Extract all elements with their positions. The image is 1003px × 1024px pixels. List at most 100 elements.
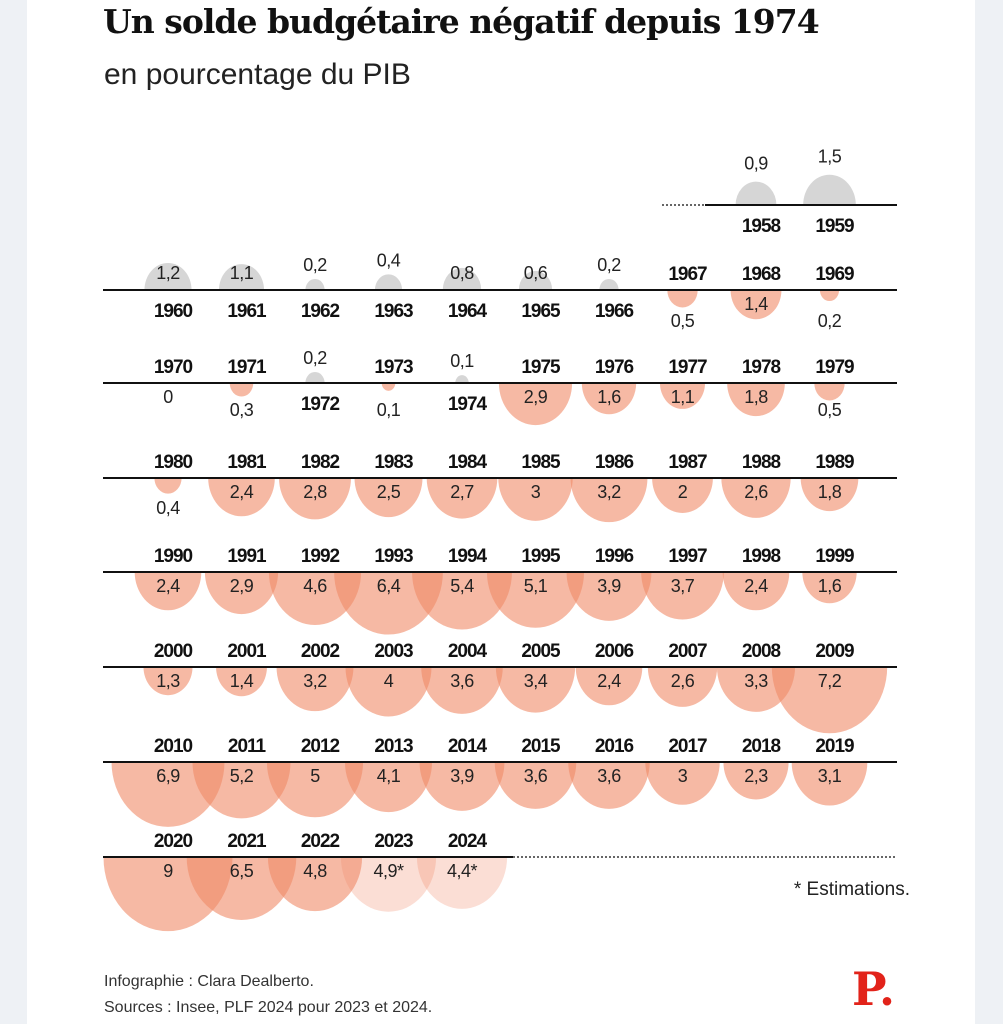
year-label: 2021 bbox=[227, 831, 267, 852]
deficit-bubble bbox=[791, 762, 868, 806]
value-label: 0,2 bbox=[303, 348, 327, 368]
value-label: 5 bbox=[310, 766, 320, 786]
value-label: 5,1 bbox=[524, 576, 548, 596]
value-label: 1,8 bbox=[744, 387, 768, 407]
deficit-bubble bbox=[667, 290, 698, 308]
year-label: 1997 bbox=[668, 546, 707, 567]
labels: 1958 0,9 1959 1,5 1960 1,2 1961 1,1 1962 0,2 1963 0… bbox=[154, 147, 910, 900]
year-label: 2005 bbox=[521, 641, 561, 662]
chart-subtitle: en pourcentage du PIB bbox=[104, 58, 411, 91]
value-label: 0,4 bbox=[156, 498, 180, 518]
value-label: 3,1 bbox=[818, 766, 842, 786]
surplus-bubble bbox=[305, 371, 325, 383]
surplus-bubble bbox=[442, 267, 482, 290]
value-label: 2,9 bbox=[230, 576, 254, 596]
year-label: 1986 bbox=[595, 452, 634, 473]
year-label: 1977 bbox=[668, 357, 707, 378]
deficit-bubble bbox=[486, 572, 585, 628]
deficit-bubble bbox=[154, 478, 182, 494]
year-label: 1985 bbox=[521, 452, 561, 473]
deficit-bubble bbox=[344, 762, 433, 813]
year-label: 1994 bbox=[448, 546, 488, 567]
deficit-bubble bbox=[722, 572, 790, 611]
surplus-bubble bbox=[374, 274, 403, 290]
year-label: 1983 bbox=[374, 452, 413, 473]
year-label: 1970 bbox=[154, 357, 193, 378]
year-label: 2007 bbox=[668, 641, 707, 662]
deficit-bubble bbox=[216, 667, 267, 697]
year-label: 2013 bbox=[374, 736, 413, 757]
value-label: 3,4 bbox=[524, 671, 548, 691]
credit-text: Infographie : Clara Dealberto. bbox=[104, 973, 314, 990]
value-label: 0,9 bbox=[744, 154, 768, 174]
deficit-bubble bbox=[143, 667, 193, 696]
year-label: 1963 bbox=[374, 301, 413, 322]
year-label: 2010 bbox=[154, 736, 193, 757]
bubbles bbox=[103, 174, 888, 932]
value-label: 2,8 bbox=[303, 482, 327, 502]
deficit-bubble bbox=[645, 762, 720, 805]
value-label: 0,2 bbox=[303, 255, 327, 275]
year-label: 1967 bbox=[668, 264, 707, 285]
year-label: 1999 bbox=[815, 546, 854, 567]
sources-text: Sources : Insee, PLF 2024 pour 2023 et 2… bbox=[104, 999, 433, 1016]
value-label: 2,6 bbox=[671, 671, 695, 691]
year-label: 2014 bbox=[448, 736, 488, 757]
deficit-bubble bbox=[730, 290, 782, 320]
year-label: 1966 bbox=[595, 301, 634, 322]
value-label: 2,4 bbox=[230, 482, 254, 502]
value-label: 0,5 bbox=[818, 400, 842, 420]
deficit-bubble bbox=[412, 572, 512, 630]
year-label: 2023 bbox=[374, 831, 413, 852]
year-label: 1962 bbox=[301, 301, 340, 322]
value-label: 4,4* bbox=[447, 861, 478, 881]
deficit-bubble bbox=[426, 478, 498, 519]
deficit-bubble bbox=[419, 762, 505, 811]
year-label: 2015 bbox=[521, 736, 561, 757]
year-label: 1991 bbox=[227, 546, 267, 567]
deficit-bubble bbox=[192, 762, 291, 819]
year-label: 1978 bbox=[742, 357, 781, 378]
year-label: 2019 bbox=[815, 736, 854, 757]
deficit-bubble bbox=[581, 383, 637, 415]
year-label: 1976 bbox=[595, 357, 634, 378]
value-label: 1,4 bbox=[744, 294, 768, 314]
value-label: 1,3 bbox=[156, 671, 180, 691]
year-label: 1960 bbox=[154, 301, 193, 322]
surplus-bubble bbox=[735, 181, 777, 205]
year-label: 1995 bbox=[521, 546, 561, 567]
deficit-bubble bbox=[266, 762, 364, 818]
estimate-deficit-bubble bbox=[416, 857, 508, 909]
value-label: 1,4 bbox=[230, 671, 254, 691]
value-label: 3 bbox=[531, 482, 541, 502]
estimate-deficit-bubble bbox=[340, 857, 437, 912]
surplus-bubble bbox=[518, 270, 553, 290]
value-label: 0,1 bbox=[450, 351, 474, 371]
year-label: 1965 bbox=[521, 301, 561, 322]
value-label: 1,6 bbox=[597, 387, 621, 407]
value-label: 7,2 bbox=[818, 671, 842, 691]
deficit-bubble bbox=[495, 667, 576, 713]
value-label: 3,6 bbox=[450, 671, 474, 691]
value-label: 4,8 bbox=[303, 861, 327, 881]
year-label: 2022 bbox=[301, 831, 340, 852]
year-label: 2006 bbox=[595, 641, 634, 662]
value-label: 0,6 bbox=[524, 263, 548, 283]
value-label: 3,9 bbox=[450, 766, 474, 786]
deficit-bubble bbox=[229, 383, 254, 397]
value-label: 3,6 bbox=[597, 766, 621, 786]
year-label: 1974 bbox=[448, 394, 488, 415]
year-label: 1990 bbox=[154, 546, 193, 567]
deficit-bubble bbox=[568, 762, 650, 809]
deficit-bubble bbox=[498, 383, 573, 426]
value-label: 5,2 bbox=[230, 766, 254, 786]
year-label: 1959 bbox=[815, 216, 854, 237]
surplus-bubble bbox=[803, 174, 856, 205]
year-label: 1958 bbox=[742, 216, 781, 237]
deficit-bubble bbox=[494, 762, 577, 809]
year-label: 1973 bbox=[374, 357, 413, 378]
value-label: 4,6 bbox=[303, 576, 327, 596]
year-label: 2018 bbox=[742, 736, 781, 757]
deficit-bubble bbox=[575, 667, 643, 706]
year-label: 1968 bbox=[742, 264, 781, 285]
